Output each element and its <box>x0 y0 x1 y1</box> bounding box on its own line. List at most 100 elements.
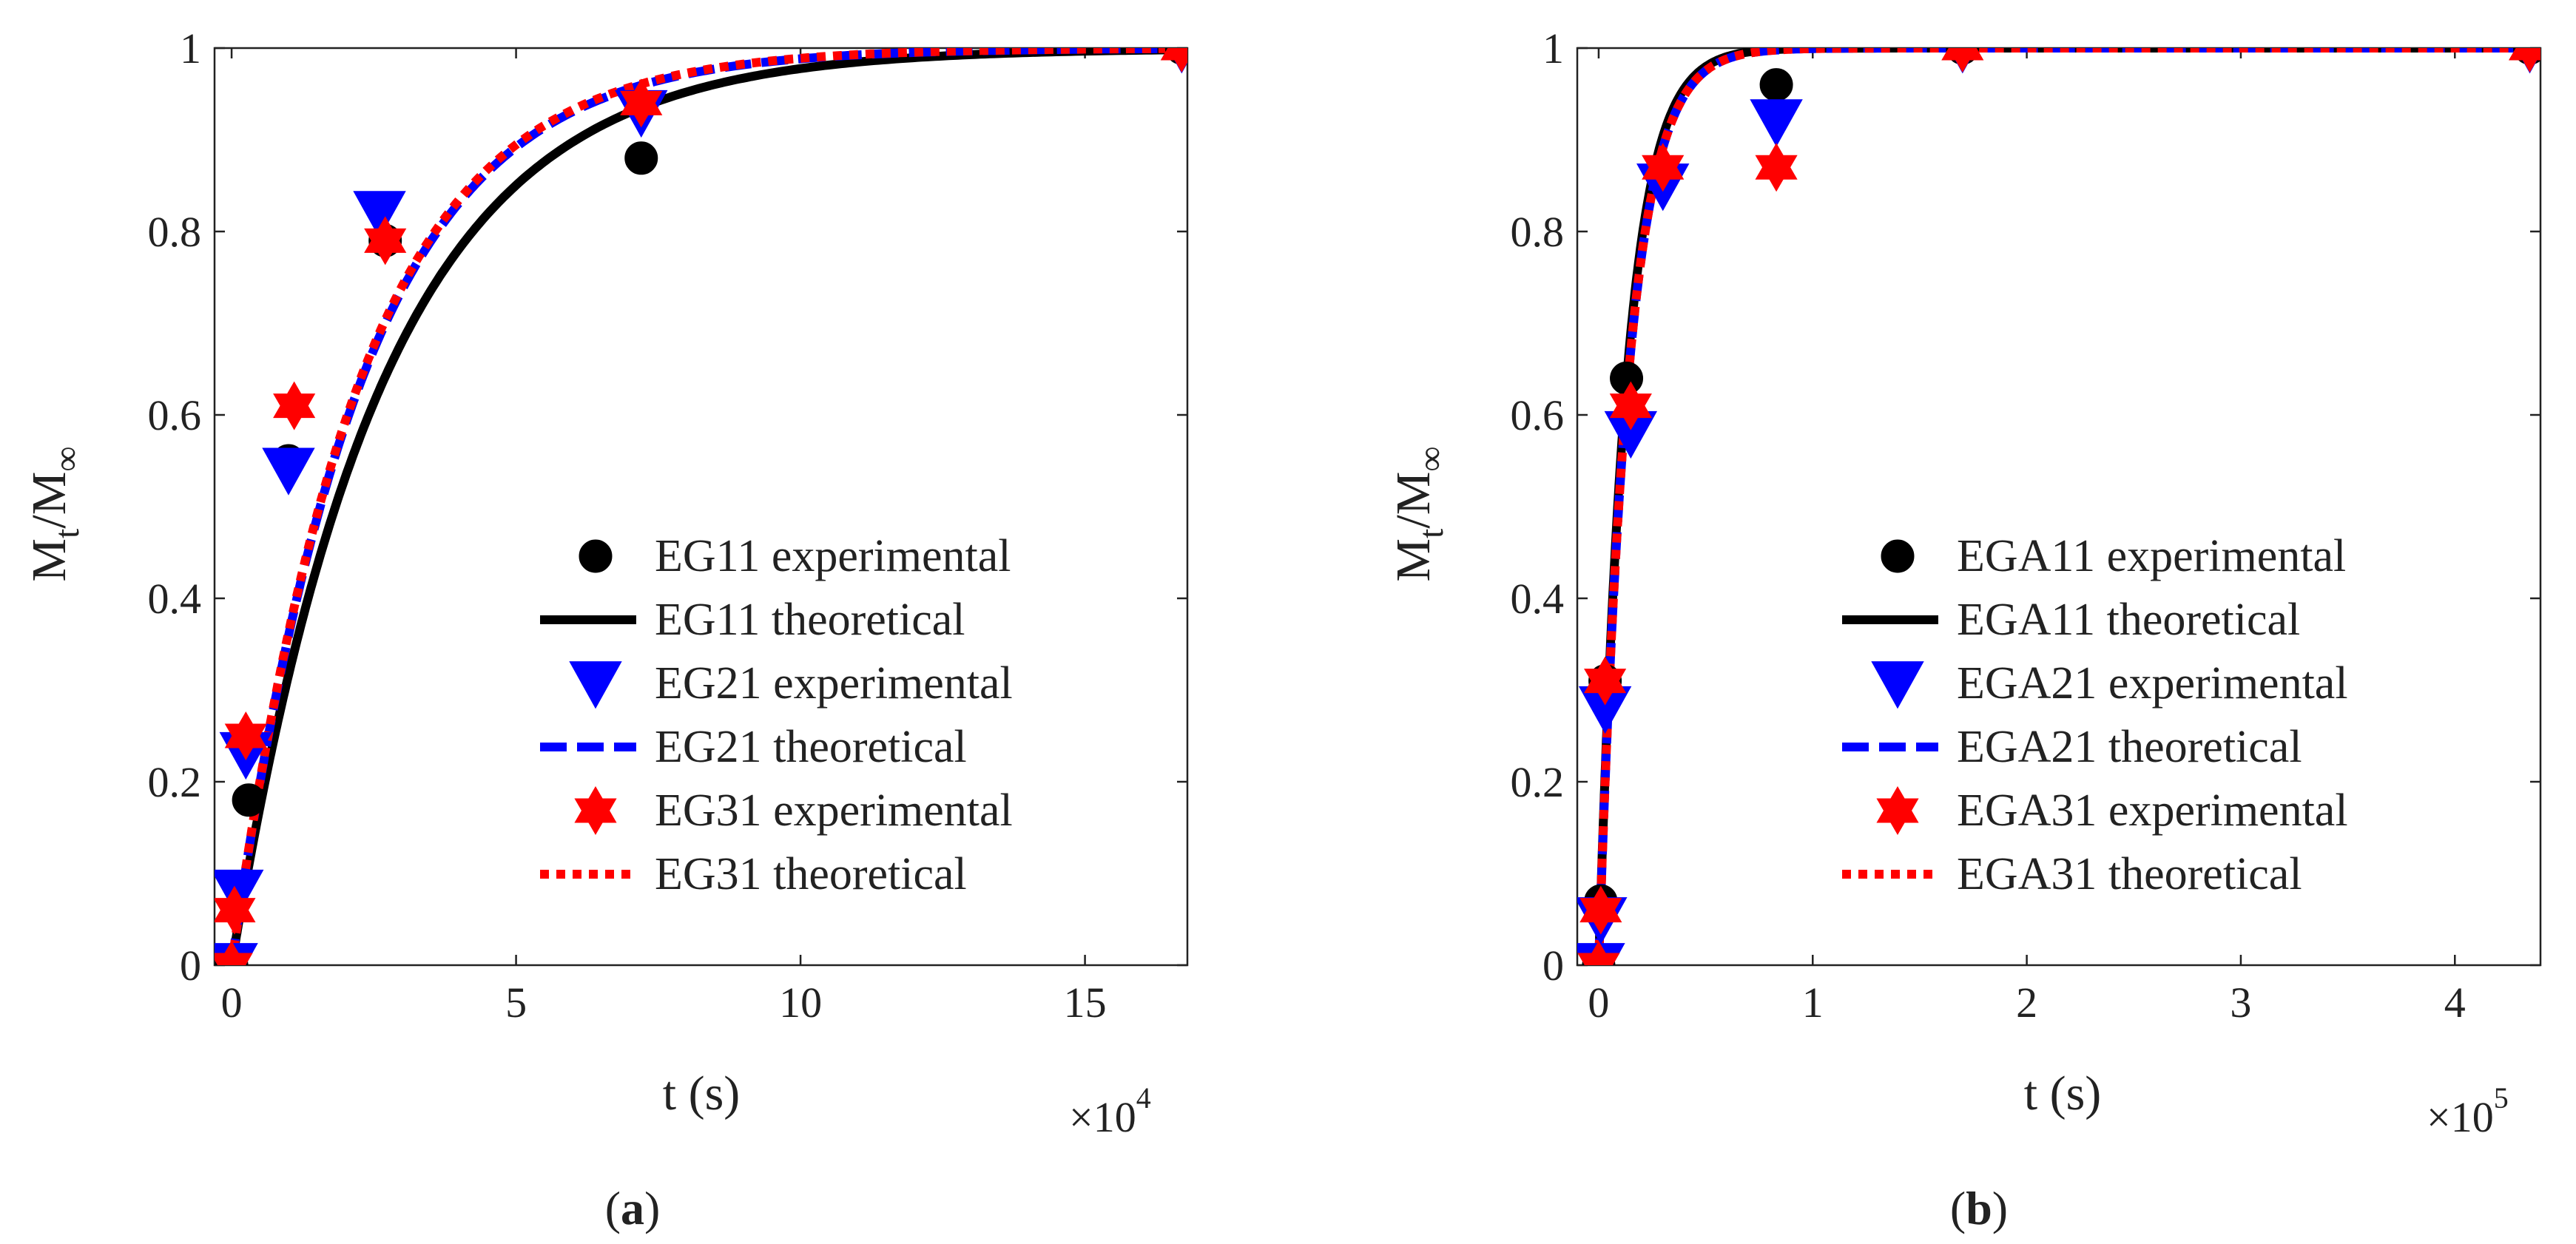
data-point-4-3 <box>1609 381 1652 430</box>
y-axis-title-ylabel_main: M <box>1386 538 1440 582</box>
legend-symbol-4-tri-down <box>574 798 617 835</box>
x-axis-title: t (s) <box>663 1066 740 1120</box>
legend-label-2: EG21 experimental <box>655 658 1013 709</box>
data-point-4-6-tri-down <box>1167 48 1187 72</box>
data-point-0-4 <box>624 141 658 175</box>
legend-label-5: EGA31 theoretical <box>1957 849 2302 899</box>
data-point-0-1 <box>232 783 266 817</box>
legend-label-0: EG11 experimental <box>655 531 1011 581</box>
y-tick-label: 0.4 <box>148 575 202 623</box>
series-line-5 <box>227 48 1187 965</box>
legend-symbol-4-tri-down <box>1876 798 1919 835</box>
legend-symbol-0 <box>1881 539 1915 573</box>
x-multiplier: ×104 <box>1069 1081 1151 1141</box>
data-point-4-4 <box>1642 143 1685 192</box>
plot-area <box>215 48 1187 965</box>
x-tick-label: 0 <box>221 978 243 1027</box>
y-axis-title-ylabel_mid: /M <box>22 472 76 529</box>
legend: EG11 experimental EG11 theoretical EG21 ex… <box>540 531 1013 899</box>
data-point-4-6 <box>1160 48 1187 72</box>
data-point-4-0-tri-down <box>215 953 253 965</box>
legend-label-4: EGA31 experimental <box>1957 785 2348 836</box>
plot-area <box>1577 48 2540 965</box>
x-tick-label: 10 <box>779 978 822 1027</box>
data-point-4-1-tri-down <box>215 898 256 935</box>
data-point-4-5-tri-down <box>1755 155 1798 192</box>
data-point-4-0 <box>1577 941 1620 965</box>
data-point-2-3 <box>262 447 315 496</box>
x-multiplier-base: ×10 <box>1069 1093 1136 1141</box>
y-tick-label: 0.8 <box>1511 208 1565 256</box>
x-tick-label: 2 <box>2016 978 2037 1027</box>
legend-symbol-4 <box>1876 786 1919 835</box>
legend-label-1: EG11 theoretical <box>655 595 965 645</box>
data-point-4-1 <box>215 885 256 935</box>
legend-symbol-2 <box>1871 661 1924 709</box>
x-multiplier-exp: 5 <box>2494 1081 2509 1115</box>
data-point-4-1 <box>1579 885 1622 935</box>
x-axis-title: t (s) <box>2024 1066 2101 1120</box>
legend-symbol-0 <box>579 539 613 573</box>
data-point-4-5 <box>1755 143 1798 192</box>
y-axis-title: Mt/M∞ <box>22 446 87 581</box>
data-point-4-4-tri-down <box>364 228 407 266</box>
data-point-4-7 <box>2508 48 2540 72</box>
data-point-0-5 <box>1759 68 1793 102</box>
y-tick-label: 0.6 <box>1511 391 1565 439</box>
x-multiplier-base: ×10 <box>2427 1093 2494 1141</box>
plot-frame <box>213 47 1189 967</box>
data-point-4-5 <box>620 78 663 128</box>
data-point-2-4 <box>353 191 406 239</box>
y-tick-label: 1 <box>180 24 201 72</box>
data-point-4-0-tri-down <box>1577 953 1620 965</box>
panel-label-letter: b <box>1966 1182 1992 1234</box>
data-point-4-4-tri-down <box>1642 155 1685 192</box>
x-multiplier-exp: 4 <box>1136 1081 1151 1115</box>
legend-label-2: EGA21 experimental <box>1957 658 2348 709</box>
legend-symbol-2 <box>569 661 622 709</box>
y-axis-title-ylabel_sub2: ∞ <box>47 446 87 471</box>
legend-symbol-4 <box>574 786 617 835</box>
data-point-4-0 <box>215 941 253 965</box>
y-tick-label: 0.6 <box>148 391 202 439</box>
data-point-4-3 <box>273 381 316 430</box>
x-tick-label: 5 <box>505 978 527 1027</box>
panel-label: (b) <box>1950 1182 2008 1234</box>
legend-label-4: EG31 experimental <box>655 785 1013 836</box>
y-axis-title-ylabel_mid: /M <box>1386 472 1440 529</box>
x-tick-label: 1 <box>1802 978 1824 1027</box>
x-tick-label: 3 <box>2230 978 2251 1027</box>
y-tick-label: 0 <box>180 942 201 990</box>
panel-label-close: ) <box>1992 1182 2008 1234</box>
y-tick-label: 0.2 <box>1511 758 1565 806</box>
data-point-4-6-tri-down <box>1948 48 1977 72</box>
data-point-4-3-tri-down <box>273 393 316 430</box>
panel-label-close: ) <box>644 1182 660 1234</box>
y-tick-label: 0.8 <box>148 208 202 256</box>
x-multiplier: ×105 <box>2427 1081 2509 1141</box>
x-tick-label: 4 <box>2444 978 2466 1027</box>
legend-label-3: EG21 theoretical <box>655 722 967 772</box>
panel-label-open: ( <box>1950 1182 1966 1234</box>
data-point-4-1-tri-down <box>1579 898 1622 935</box>
data-point-4-4 <box>364 216 407 266</box>
data-point-4-2 <box>1584 656 1627 706</box>
legend-label-5: EG31 theoretical <box>655 849 967 899</box>
data-point-4-6 <box>1941 48 1984 72</box>
y-tick-label: 0.2 <box>148 758 202 806</box>
series-line-5 <box>1594 48 2540 965</box>
y-axis-title-ylabel_sub1: t <box>1412 528 1451 538</box>
data-point-4-2-tri-down <box>1584 669 1627 706</box>
x-tick-label: 15 <box>1064 978 1107 1027</box>
y-tick-label: 0.4 <box>1511 575 1565 623</box>
y-axis-title-ylabel_sub1: t <box>47 528 87 538</box>
data-point-4-3-tri-down <box>1609 393 1652 430</box>
data-point-4-2-tri-down <box>224 723 267 760</box>
legend: EGA11 experimental EGA11 theoretical EGA21… <box>1842 531 2348 899</box>
legend-label-3: EGA21 theoretical <box>1957 722 2302 772</box>
x-tick-label: 0 <box>1588 978 1609 1027</box>
legend-label-1: EGA11 theoretical <box>1957 595 2300 645</box>
